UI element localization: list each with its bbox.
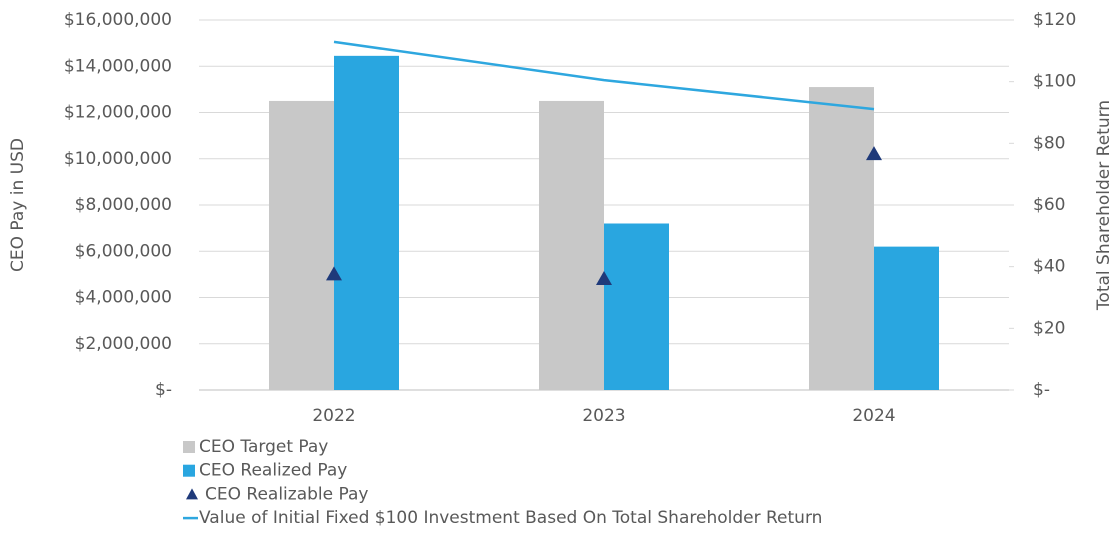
bar — [334, 55, 399, 390]
x-tick-label: 2023 — [582, 406, 625, 426]
bar — [874, 246, 939, 390]
y-tick-label: $2,000,000 — [75, 334, 172, 354]
x-tick-label: 2022 — [312, 406, 355, 426]
y-tick-label: $- — [155, 380, 172, 400]
y-tick-label: $8,000,000 — [75, 195, 172, 215]
y2-tick-label: $60 — [1033, 195, 1065, 215]
bar — [539, 100, 604, 390]
legend-label: CEO Target Pay — [199, 437, 328, 457]
y2-axis-title: Total Shareholder Return — [1094, 100, 1114, 311]
legend-swatch — [183, 441, 195, 453]
legend-label: Value of Initial Fixed $100 Investment B… — [199, 508, 822, 528]
bar — [269, 100, 334, 390]
marker — [596, 271, 612, 285]
y2-tick-label: $100 — [1033, 72, 1076, 92]
y-tick-label: $6,000,000 — [75, 241, 172, 261]
y-tick-label: $12,000,000 — [64, 103, 172, 123]
bar — [604, 223, 669, 390]
marker — [866, 146, 882, 161]
bar — [809, 87, 874, 390]
y-axis-title: CEO Pay in USD — [8, 138, 28, 272]
marker — [326, 266, 342, 281]
y2-tick-label: $- — [1033, 380, 1050, 400]
y-tick-label: $10,000,000 — [64, 149, 172, 169]
y2-tick-label: $20 — [1033, 318, 1065, 338]
y2-tick-label: $80 — [1033, 133, 1065, 153]
y-tick-label: $16,000,000 — [64, 10, 172, 30]
legend-label: CEO Realizable Pay — [205, 484, 368, 504]
legend-label: CEO Realized Pay — [199, 461, 347, 481]
legend-swatch — [186, 488, 198, 500]
line — [333, 40, 875, 111]
x-tick-label: 2024 — [852, 406, 895, 426]
y-tick-label: $14,000,000 — [64, 56, 172, 76]
y2-tick-label: $120 — [1033, 10, 1076, 30]
y2-tick-label: $40 — [1033, 257, 1065, 277]
y-tick-label: $4,000,000 — [75, 288, 172, 308]
legend-swatch — [183, 464, 195, 477]
